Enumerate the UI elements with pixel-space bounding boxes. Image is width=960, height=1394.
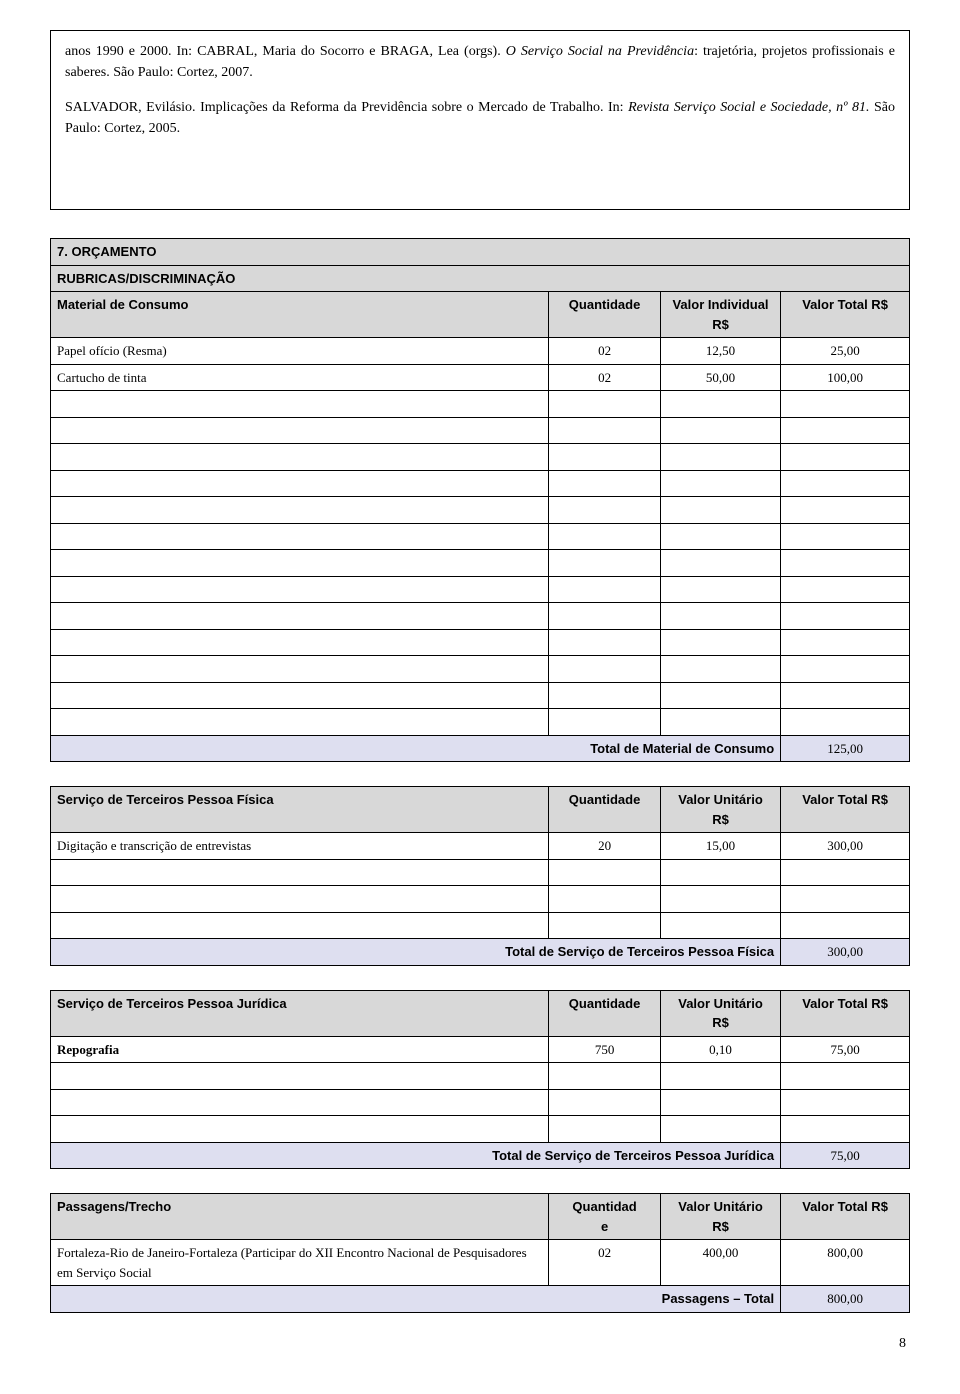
cell-total: 75,00 — [781, 1036, 910, 1063]
budget-table: 7. ORÇAMENTO RUBRICAS/DISCRIMINAÇÃO Mate… — [50, 238, 910, 762]
table-row-empty — [51, 1063, 910, 1090]
total-label: Total de Serviço de Terceiros Pessoa Fís… — [51, 939, 781, 966]
cell-unit: 0,10 — [660, 1036, 780, 1063]
table-row-empty — [51, 656, 910, 683]
total-value: 300,00 — [781, 939, 910, 966]
cell-unit: 400,00 — [660, 1240, 780, 1286]
col-header-total: Valor Total R$ — [781, 787, 910, 833]
cell-desc: Fortaleza-Rio de Janeiro-Fortaleza (Part… — [51, 1240, 549, 1286]
table-row-empty — [51, 859, 910, 886]
svc-fisica-table: Serviço de Terceiros Pessoa Física Quant… — [50, 786, 910, 966]
table-row-empty — [51, 629, 910, 656]
total-label: Total de Serviço de Terceiros Pessoa Jur… — [51, 1142, 781, 1169]
total-value: 800,00 — [781, 1286, 910, 1313]
col-header-unit: Valor UnitárioR$ — [660, 990, 780, 1036]
col-header-total: Valor Total R$ — [781, 292, 910, 338]
total-row: Total de Serviço de Terceiros Pessoa Jur… — [51, 1142, 910, 1169]
col-header-unit: Valor IndividualR$ — [660, 292, 780, 338]
col-header-desc: Passagens/Trecho — [51, 1194, 549, 1240]
table-row-empty — [51, 912, 910, 939]
col-header-unit: Valor UnitárioR$ — [660, 1194, 780, 1240]
page-number: 8 — [50, 1333, 910, 1354]
table-row-empty — [51, 1089, 910, 1116]
passagens-table: Passagens/Trecho Quantidade Valor Unitár… — [50, 1193, 910, 1313]
total-row: Total de Serviço de Terceiros Pessoa Fís… — [51, 939, 910, 966]
table-row-empty — [51, 709, 910, 736]
table-row-empty — [51, 470, 910, 497]
total-value: 75,00 — [781, 1142, 910, 1169]
rubric-label: RUBRICAS/DISCRIMINAÇÃO — [51, 265, 910, 292]
cell-qty: 02 — [549, 1240, 661, 1286]
table-row: Fortaleza-Rio de Janeiro-Fortaleza (Part… — [51, 1240, 910, 1286]
cell-total: 800,00 — [781, 1240, 910, 1286]
table-row: Digitação e transcrição de entrevistas20… — [51, 833, 910, 860]
table-row-empty — [51, 444, 910, 471]
total-label: Passagens – Total — [51, 1286, 781, 1313]
reference-paragraph-1: anos 1990 e 2000. In: CABRAL, Maria do S… — [65, 41, 895, 83]
cell-unit: 50,00 — [660, 364, 780, 391]
table-row: Cartucho de tinta0250,00100,00 — [51, 364, 910, 391]
cell-total: 100,00 — [781, 364, 910, 391]
col-header-unit: Valor UnitárioR$ — [660, 787, 780, 833]
table-row-empty — [51, 417, 910, 444]
table-row: Repografia7500,1075,00 — [51, 1036, 910, 1063]
table-row: Papel ofício (Resma)0212,5025,00 — [51, 338, 910, 365]
col-header-qty: Quantidade — [549, 787, 661, 833]
col-header-qty: Quantidade — [549, 1194, 661, 1240]
section-title: 7. ORÇAMENTO — [51, 239, 910, 266]
table-row-empty — [51, 886, 910, 913]
table-row-empty — [51, 576, 910, 603]
total-label: Total de Material de Consumo — [51, 735, 781, 762]
cell-qty: 02 — [549, 364, 661, 391]
col-header-qty: Quantidade — [549, 990, 661, 1036]
cell-desc: Papel ofício (Resma) — [51, 338, 549, 365]
col-header-desc: Serviço de Terceiros Pessoa Jurídica — [51, 990, 549, 1036]
cell-unit: 12,50 — [660, 338, 780, 365]
col-header-qty: Quantidade — [549, 292, 661, 338]
cell-desc: Repografia — [51, 1036, 549, 1063]
references-box: anos 1990 e 2000. In: CABRAL, Maria do S… — [50, 30, 910, 210]
reference-paragraph-2: SALVADOR, Evilásio. Implicações da Refor… — [65, 97, 895, 139]
cell-desc: Cartucho de tinta — [51, 364, 549, 391]
cell-desc: Digitação e transcrição de entrevistas — [51, 833, 549, 860]
cell-qty: 750 — [549, 1036, 661, 1063]
svc-juridica-table: Serviço de Terceiros Pessoa Jurídica Qua… — [50, 990, 910, 1170]
col-header-desc: Serviço de Terceiros Pessoa Física — [51, 787, 549, 833]
total-row: Total de Material de Consumo125,00 — [51, 735, 910, 762]
table-row-empty — [51, 682, 910, 709]
cell-qty: 20 — [549, 833, 661, 860]
total-row: Passagens – Total800,00 — [51, 1286, 910, 1313]
table-row-empty — [51, 497, 910, 524]
col-header-total: Valor Total R$ — [781, 990, 910, 1036]
cell-total: 25,00 — [781, 338, 910, 365]
table-row-empty — [51, 603, 910, 630]
cell-total: 300,00 — [781, 833, 910, 860]
table-row-empty — [51, 1116, 910, 1143]
table-row-empty — [51, 523, 910, 550]
cell-unit: 15,00 — [660, 833, 780, 860]
col-header-desc: Material de Consumo — [51, 292, 549, 338]
table-row-empty — [51, 550, 910, 577]
col-header-total: Valor Total R$ — [781, 1194, 910, 1240]
table-row-empty — [51, 391, 910, 418]
total-value: 125,00 — [781, 735, 910, 762]
cell-qty: 02 — [549, 338, 661, 365]
